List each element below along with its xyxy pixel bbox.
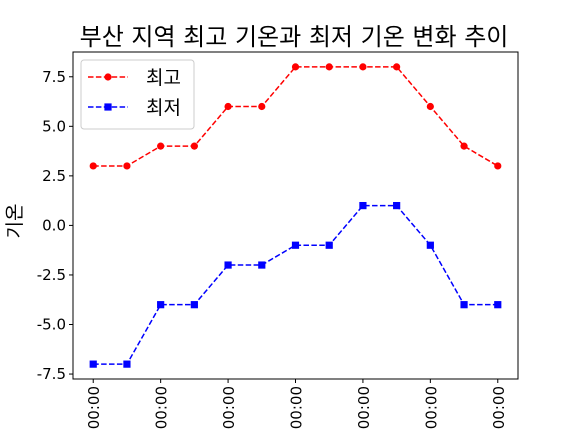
legend-label: 최고 [146, 67, 181, 89]
data-point [123, 360, 131, 368]
data-point [359, 63, 367, 71]
x-tick-label: 00:00 [422, 386, 440, 429]
x-tick-label: 00:00 [220, 386, 238, 429]
legend-marker [104, 73, 112, 81]
x-tick-label: 00:00 [490, 386, 508, 429]
data-point [494, 301, 502, 309]
data-point [393, 201, 401, 210]
data-point [258, 261, 266, 269]
data-point [291, 241, 300, 249]
y-tick-label: -7.5 [37, 365, 66, 383]
data-point [89, 360, 97, 368]
x-tick-label: 00:00 [85, 386, 103, 429]
data-point [89, 162, 97, 170]
data-point [291, 63, 300, 71]
data-point [325, 63, 333, 71]
data-point [123, 162, 131, 170]
y-tick-label: 2.5 [42, 167, 66, 185]
y-tick-label: 0.0 [42, 216, 66, 234]
x-tick-label: 00:00 [288, 386, 306, 429]
chart-title: 부산 지역 최고 기온과 최저 기온 변화 추이 [80, 23, 509, 51]
data-point [460, 142, 468, 150]
data-point [224, 102, 232, 111]
data-point [359, 201, 367, 210]
x-tick-label: 00:00 [153, 386, 171, 429]
data-point [224, 261, 232, 269]
series-line-2 [93, 204, 498, 365]
data-point [157, 301, 165, 309]
data-point [460, 301, 468, 309]
data-point [494, 162, 502, 170]
y-tick-label: -5.0 [37, 316, 66, 334]
legend-marker [104, 103, 112, 111]
y-tick-label: 5.0 [42, 117, 66, 135]
data-point [426, 102, 434, 111]
y-axis-label: 기온 [4, 204, 26, 239]
data-point [190, 142, 198, 150]
data-point [325, 241, 333, 249]
data-point [393, 63, 401, 71]
legend-label: 최저 [146, 97, 181, 119]
x-tick-label: 00:00 [355, 386, 373, 429]
data-point [190, 301, 198, 309]
data-point [258, 102, 266, 111]
y-tick-label: -2.5 [37, 266, 66, 284]
y-tick-label: 7.5 [42, 68, 66, 86]
data-point [426, 241, 434, 249]
data-point [157, 142, 165, 150]
